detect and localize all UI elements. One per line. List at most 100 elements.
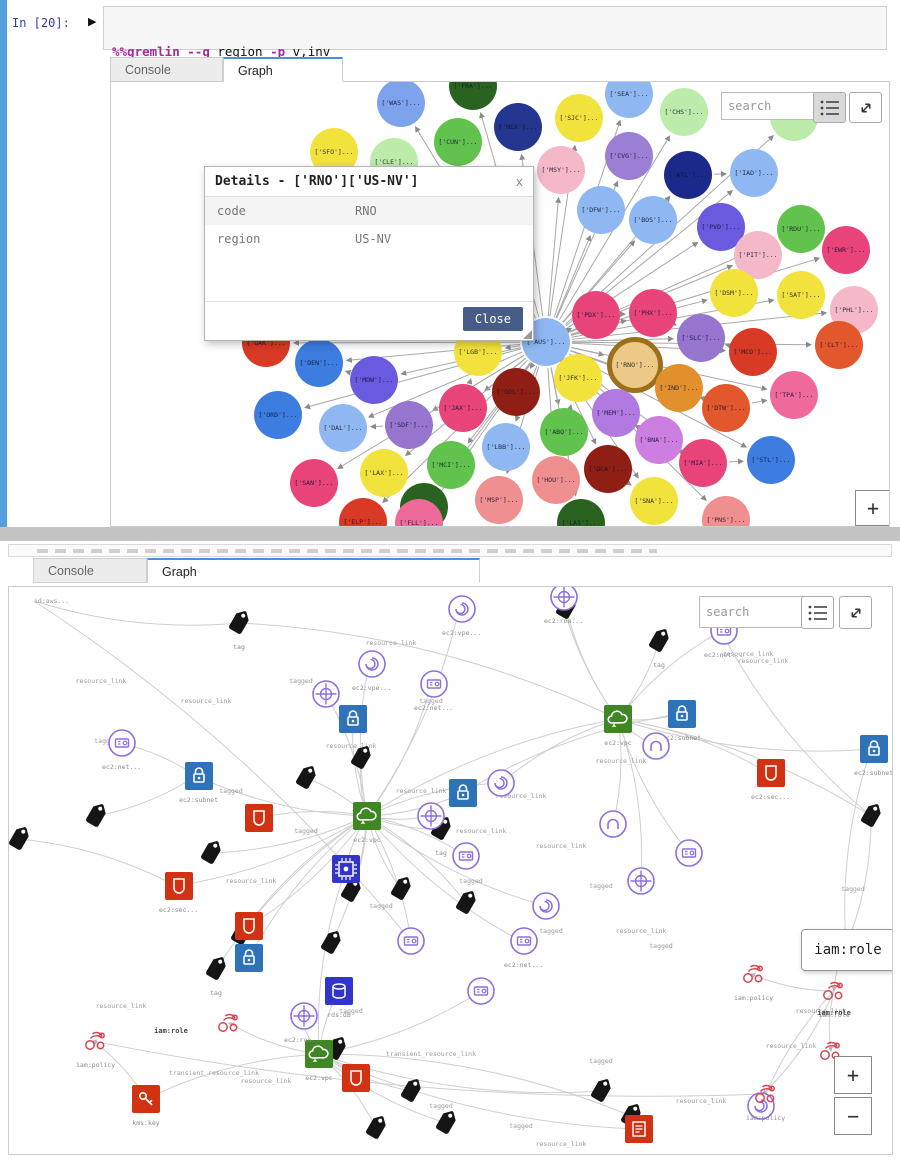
- internet-gateway-node[interactable]: [596, 807, 630, 846]
- bottom-graph-canvas[interactable]: id:aws... resource_linkresource_linkreso…: [8, 586, 893, 1155]
- zoom-in-button-bottom[interactable]: +: [834, 1056, 872, 1094]
- graph-node[interactable]: ['EWR']...: [822, 226, 870, 274]
- document-node[interactable]: [622, 1112, 656, 1151]
- graph-node[interactable]: ['CVG']...: [605, 132, 653, 180]
- graph-node[interactable]: ['DEN']...: [295, 339, 343, 387]
- top-graph-canvas[interactable]: + ['WAS']... ['FRA']... ['MEX']... ['SJC'].…: [110, 81, 890, 527]
- vpc-endpoint-node[interactable]: ec2:vpe...: [352, 647, 391, 692]
- tab-console-top[interactable]: Console: [110, 57, 223, 82]
- zoom-in-button[interactable]: +: [855, 490, 889, 526]
- graph-node[interactable]: ['JFK']...: [554, 354, 602, 402]
- tag-node[interactable]: [289, 761, 323, 800]
- network-interface-node[interactable]: ec2:net...: [414, 667, 453, 712]
- graph-node[interactable]: ['SNA']...: [630, 477, 678, 525]
- graph-node[interactable]: ['LBB']...: [482, 423, 530, 471]
- close-button[interactable]: Close: [462, 307, 523, 331]
- iam-node[interactable]: iam:policy: [746, 1077, 785, 1122]
- graph-node[interactable]: ['DTW']...: [702, 384, 750, 432]
- vpc-endpoint-node[interactable]: [529, 889, 563, 928]
- tag-node[interactable]: [384, 872, 418, 911]
- popup-resize-handle[interactable]: [523, 330, 532, 339]
- subnet-node[interactable]: ec2:subnet: [662, 697, 701, 742]
- graph-node[interactable]: ['SAN']...: [290, 459, 338, 507]
- network-interface-node[interactable]: [449, 839, 483, 878]
- tag-node[interactable]: [359, 1111, 393, 1150]
- tag-node[interactable]: [584, 1074, 618, 1113]
- route-table-node[interactable]: ec2:rou...: [284, 999, 323, 1044]
- graph-node[interactable]: ['MCI']...: [427, 441, 475, 489]
- graph-node[interactable]: ['DFW']...: [577, 186, 625, 234]
- tag-node[interactable]: [394, 1074, 428, 1113]
- tag-node[interactable]: [79, 799, 113, 838]
- network-interface-node[interactable]: ec2:net...: [102, 726, 141, 771]
- graph-node[interactable]: ['SJC']...: [555, 94, 603, 142]
- graph-node[interactable]: ['GDL']...: [492, 368, 540, 416]
- vpc-node[interactable]: ec2:vpc: [350, 799, 384, 844]
- internet-gateway-node[interactable]: [639, 729, 673, 768]
- node-list-button-bottom[interactable]: [801, 596, 834, 629]
- graph-node[interactable]: ['JAX']...: [439, 384, 487, 432]
- network-interface-node[interactable]: [464, 974, 498, 1013]
- security-group-node[interactable]: [339, 1061, 373, 1100]
- route-table-node[interactable]: [414, 799, 448, 838]
- graph-node[interactable]: ['BNA']...: [635, 416, 683, 464]
- graph-node-selected[interactable]: ['RNO']...: [607, 337, 663, 393]
- iam-node[interactable]: [814, 1034, 848, 1073]
- graph-node[interactable]: ['ORD']...: [254, 391, 302, 439]
- graph-node[interactable]: ['WAS']...: [377, 82, 425, 127]
- node-list-button[interactable]: [813, 92, 846, 123]
- graph-node[interactable]: ['PHX']...: [629, 289, 677, 337]
- iam-node[interactable]: iam:policy: [734, 957, 773, 1002]
- network-interface-node[interactable]: [394, 924, 428, 963]
- tag-node[interactable]: [429, 1106, 463, 1145]
- graph-node[interactable]: ['MSP']...: [475, 476, 523, 524]
- rds-db-node[interactable]: rds:db: [322, 974, 356, 1019]
- security-group-node[interactable]: [232, 909, 266, 948]
- tag-node[interactable]: [9, 822, 36, 861]
- tag-node[interactable]: [344, 741, 378, 780]
- graph-node[interactable]: ['MEM']...: [592, 389, 640, 437]
- graph-node[interactable]: ['LAX']...: [360, 449, 408, 497]
- run-cell-icon[interactable]: ▶: [88, 16, 97, 28]
- graph-node[interactable]: ['IAD']...: [730, 149, 778, 197]
- tag-node[interactable]: [314, 926, 348, 965]
- vpc-endpoint-node[interactable]: ec2:vpe...: [442, 592, 481, 637]
- search-input-bottom[interactable]: [699, 596, 805, 628]
- graph-node[interactable]: ['CUN']...: [434, 118, 482, 166]
- tag-node[interactable]: [854, 799, 888, 838]
- tab-console-bottom[interactable]: Console: [33, 558, 147, 583]
- graph-node[interactable]: ['PDX']...: [572, 291, 620, 339]
- graph-node[interactable]: ['MDW']...: [350, 356, 398, 404]
- graph-node[interactable]: ['CHS']...: [660, 88, 708, 136]
- subnet-node[interactable]: [446, 776, 480, 815]
- iam-node[interactable]: iam:role: [817, 974, 851, 1019]
- iam-node[interactable]: iam:policy: [76, 1024, 115, 1069]
- vpc-endpoint-node[interactable]: [484, 766, 518, 805]
- graph-node[interactable]: ['HOU']...: [532, 456, 580, 504]
- graph-node[interactable]: ['STL']...: [747, 436, 795, 484]
- network-interface-node[interactable]: ec2:net...: [504, 924, 543, 969]
- graph-node[interactable]: ['IND']...: [655, 364, 703, 412]
- zoom-out-button-bottom[interactable]: −: [834, 1097, 872, 1135]
- route-table-node[interactable]: ec2:rou...: [544, 587, 583, 625]
- security-group-node[interactable]: [242, 801, 276, 840]
- subnet-node[interactable]: ec2:subnet: [179, 759, 218, 804]
- kms-key-node[interactable]: kms:key: [129, 1082, 163, 1127]
- graph-node[interactable]: ['ABQ']...: [540, 408, 588, 456]
- graph-node[interactable]: ['BOS']...: [629, 196, 677, 244]
- instance-node[interactable]: [329, 852, 363, 891]
- graph-node[interactable]: ['MIA']...: [679, 439, 727, 487]
- tab-graph-bottom[interactable]: Graph: [147, 558, 480, 583]
- tag-node[interactable]: [449, 886, 483, 925]
- search-input[interactable]: [721, 92, 819, 120]
- subnet-node[interactable]: ec2:subnet: [854, 732, 892, 777]
- tag-node[interactable]: tag: [199, 952, 233, 997]
- iam-node[interactable]: [212, 1006, 246, 1045]
- tag-node[interactable]: tag: [222, 606, 256, 651]
- route-table-node[interactable]: [624, 864, 658, 903]
- graph-node[interactable]: ['SDF']...: [385, 401, 433, 449]
- graph-node[interactable]: ['ATL']...: [664, 151, 712, 199]
- graph-node[interactable]: ['SLC']...: [677, 314, 725, 362]
- fullscreen-button-bottom[interactable]: [839, 596, 872, 629]
- graph-node[interactable]: ['MEX']...: [494, 103, 542, 151]
